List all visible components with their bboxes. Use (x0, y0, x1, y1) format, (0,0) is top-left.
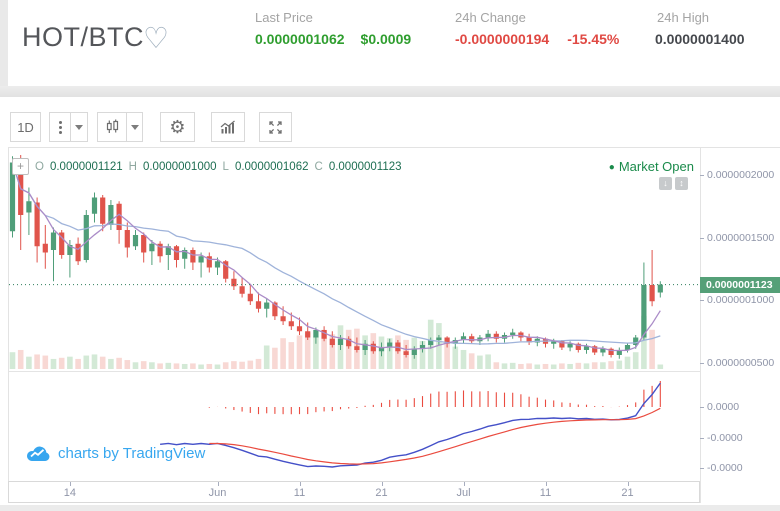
time-axis-tick (217, 482, 219, 486)
last-price-btc: 0.0000001062 (255, 31, 345, 47)
bottom-strip (0, 505, 780, 511)
attribution-text: charts by TradingView (58, 445, 206, 462)
price-axis-label: 0.0000001000 (707, 294, 775, 306)
market-open-dot-icon: ● (608, 162, 615, 173)
macd-axis-label: 0.0000 (707, 401, 740, 413)
macd-axis-label: -0.0000 (707, 432, 743, 444)
time-axis-tick (69, 482, 71, 486)
tradingview-cloud-icon (27, 446, 50, 461)
change-values: -0.0000000194 -15.45% (455, 31, 619, 47)
time-axis-label: 21 (621, 487, 634, 499)
close-key: C (314, 160, 323, 173)
time-axis-label: Jul (456, 487, 471, 499)
fullscreen-button[interactable] (259, 112, 292, 142)
price-axis-tick (700, 300, 704, 301)
high-value: 0.0000001000 (142, 160, 217, 173)
chart-style-button[interactable] (98, 113, 126, 141)
macd-axis-tick (700, 407, 704, 408)
interval-options-button[interactable] (50, 113, 70, 141)
gear-icon: ⚙ (169, 117, 186, 137)
chart-top-border (8, 147, 780, 148)
chevron-down-icon (130, 124, 139, 130)
open-value: 0.0000001121 (49, 160, 123, 173)
pair-title: HOT/BTC (22, 22, 144, 52)
indicators-icon (220, 120, 235, 134)
chevron-down-icon (75, 124, 83, 130)
chart-style-dropdown-button[interactable] (126, 113, 142, 141)
time-axis-tick (299, 482, 301, 486)
interval-label: 1D (17, 119, 34, 135)
price-axis-tick (700, 237, 704, 239)
fullscreen-icon (269, 120, 282, 134)
high-btc: 0.0000001400 (655, 31, 745, 47)
time-axis-label: 21 (375, 487, 388, 499)
time-axis-label: 11 (539, 487, 552, 499)
tradingview-attribution[interactable]: charts by TradingView (26, 445, 205, 462)
settings-button[interactable]: ⚙ (160, 112, 195, 142)
current-price-tag: 0.0000001123 (700, 276, 780, 293)
close-value: 0.0000001123 (328, 160, 402, 173)
time-axis-label: Jun (208, 487, 227, 499)
indicators-button[interactable] (211, 112, 245, 142)
time-axis-tick (381, 482, 383, 486)
favorite-heart-icon[interactable]: ♡ (143, 23, 169, 55)
interval-button[interactable]: 1D (10, 112, 41, 142)
price-axis-label: 0.0000000500 (707, 356, 775, 369)
change-pct: -15.45% (567, 31, 620, 47)
last-price-label: Last Price (255, 10, 313, 25)
candlestick-style-icon (106, 119, 118, 133)
market-status: ● Market Open (609, 159, 694, 174)
change-btc: -0.0000000194 (455, 31, 550, 47)
dots-menu-icon (58, 120, 62, 134)
macd-axis-label: -0.0000 (707, 462, 743, 474)
low-value: 0.0000001062 (234, 160, 309, 173)
chart-style-group (97, 112, 143, 142)
time-axis-label: 11 (293, 487, 306, 499)
time-axis-tick (545, 482, 547, 486)
last-price-values: 0.0000001062 $0.0009 (255, 31, 411, 47)
time-axis[interactable] (8, 481, 700, 503)
price-axis-tick (700, 362, 704, 364)
open-key: O (35, 160, 44, 173)
time-axis-label: 14 (63, 487, 77, 499)
interval-menu-group (49, 112, 88, 142)
price-chart-canvas[interactable] (9, 148, 700, 481)
ohlc-legend: + O 0.0000001121 H 0.0000001000 L 0.0000… (12, 158, 402, 175)
macd-axis-tick (700, 438, 704, 439)
change-label: 24h Change (455, 10, 526, 25)
high-values: 0.0000001400 (655, 31, 745, 47)
interval-dropdown-button[interactable] (70, 113, 87, 141)
high-label: 24h High (657, 10, 710, 25)
last-price-usd: $0.0009 (360, 31, 412, 47)
time-axis-tick (463, 482, 465, 486)
market-status-text: Market Open (618, 159, 694, 174)
low-key: L (222, 160, 229, 173)
price-axis-separator (700, 147, 701, 503)
plot-left-border (8, 147, 9, 503)
price-axis-label: 0.0000001500 (707, 231, 775, 244)
price-axis-tick (700, 175, 704, 176)
header-divider (0, 86, 780, 97)
high-key: H (128, 160, 137, 173)
page-edge-strip (0, 0, 8, 97)
price-axis-label: 0.0000002000 (707, 169, 775, 181)
reset-scale-button[interactable]: ↕ (675, 177, 688, 190)
time-axis-tick (627, 482, 629, 486)
legend-toggle-icon[interactable]: + (12, 158, 29, 175)
macd-axis-tick (700, 468, 704, 469)
scroll-down-button[interactable]: ↓ (659, 177, 672, 190)
